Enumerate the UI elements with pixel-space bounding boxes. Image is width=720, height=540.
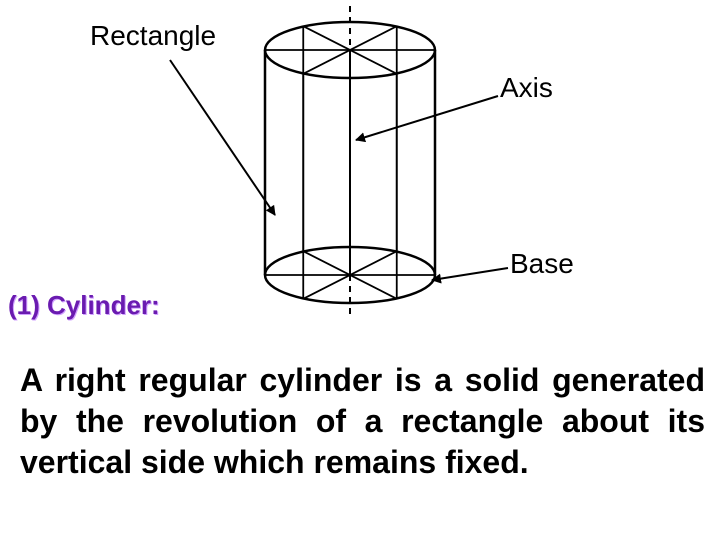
axis-label: Axis xyxy=(500,72,553,104)
rectangle-label: Rectangle xyxy=(90,20,216,52)
definition-text: A right regular cylinder is a solid gene… xyxy=(20,360,705,483)
section-heading: (1) Cylinder: xyxy=(8,290,160,321)
base-label: Base xyxy=(510,248,574,280)
